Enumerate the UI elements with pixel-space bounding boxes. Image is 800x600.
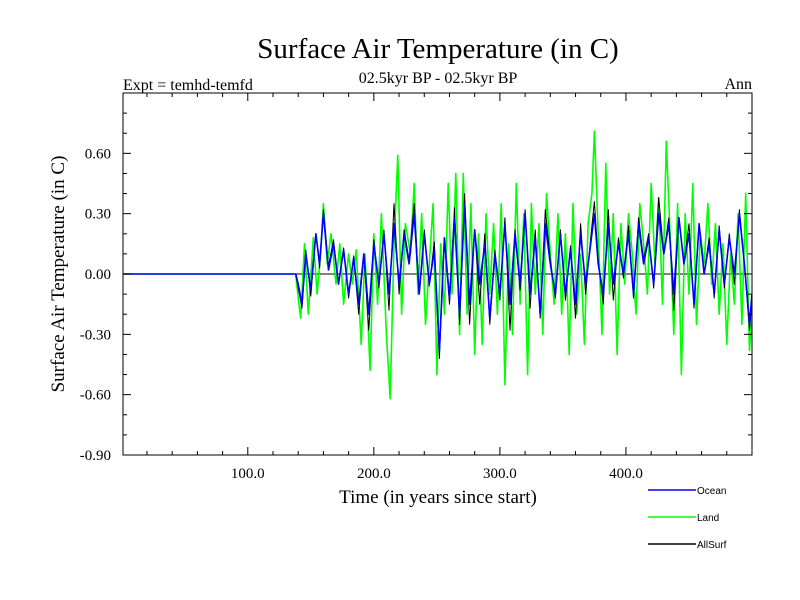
series-layer: [123, 130, 752, 400]
legend: Ocean Land AllSurf: [648, 486, 727, 551]
experiment-label: Expt = temhd-temfd: [123, 77, 253, 94]
axis-layer: 100.0 200.0 300.0 400.0 -0.90 -0.60 -0.30 0.00 0…: [80, 93, 752, 482]
legend-label-allsurf: AllSurf: [697, 540, 727, 551]
x-axis-label: Time (in years since start): [339, 487, 537, 508]
legend-label-ocean: Ocean: [697, 486, 726, 497]
y-tick-label: 0.60: [85, 146, 111, 162]
season-label: Ann: [724, 76, 752, 93]
y-tick-label: 0.00: [85, 267, 111, 283]
x-tick-label: 300.0: [483, 466, 517, 482]
chart-title: Surface Air Temperature (in C): [257, 33, 618, 65]
x-tick-label: 400.0: [609, 466, 643, 482]
series-line-land: [123, 130, 752, 400]
y-tick-label: -0.60: [80, 388, 111, 404]
y-axis-label: Surface Air Temperature (in C): [48, 156, 69, 393]
legend-label-land: Land: [697, 513, 719, 524]
chart-subtitle: 02.5kyr BP - 02.5kyr BP: [359, 70, 518, 87]
y-tick-label: 0.30: [85, 207, 111, 223]
series-line-ocean: [123, 202, 752, 352]
x-tick-label: 200.0: [357, 466, 391, 482]
y-tick-label: -0.90: [80, 448, 111, 464]
x-tick-label: 100.0: [231, 466, 265, 482]
y-tick-label: -0.30: [80, 327, 111, 343]
